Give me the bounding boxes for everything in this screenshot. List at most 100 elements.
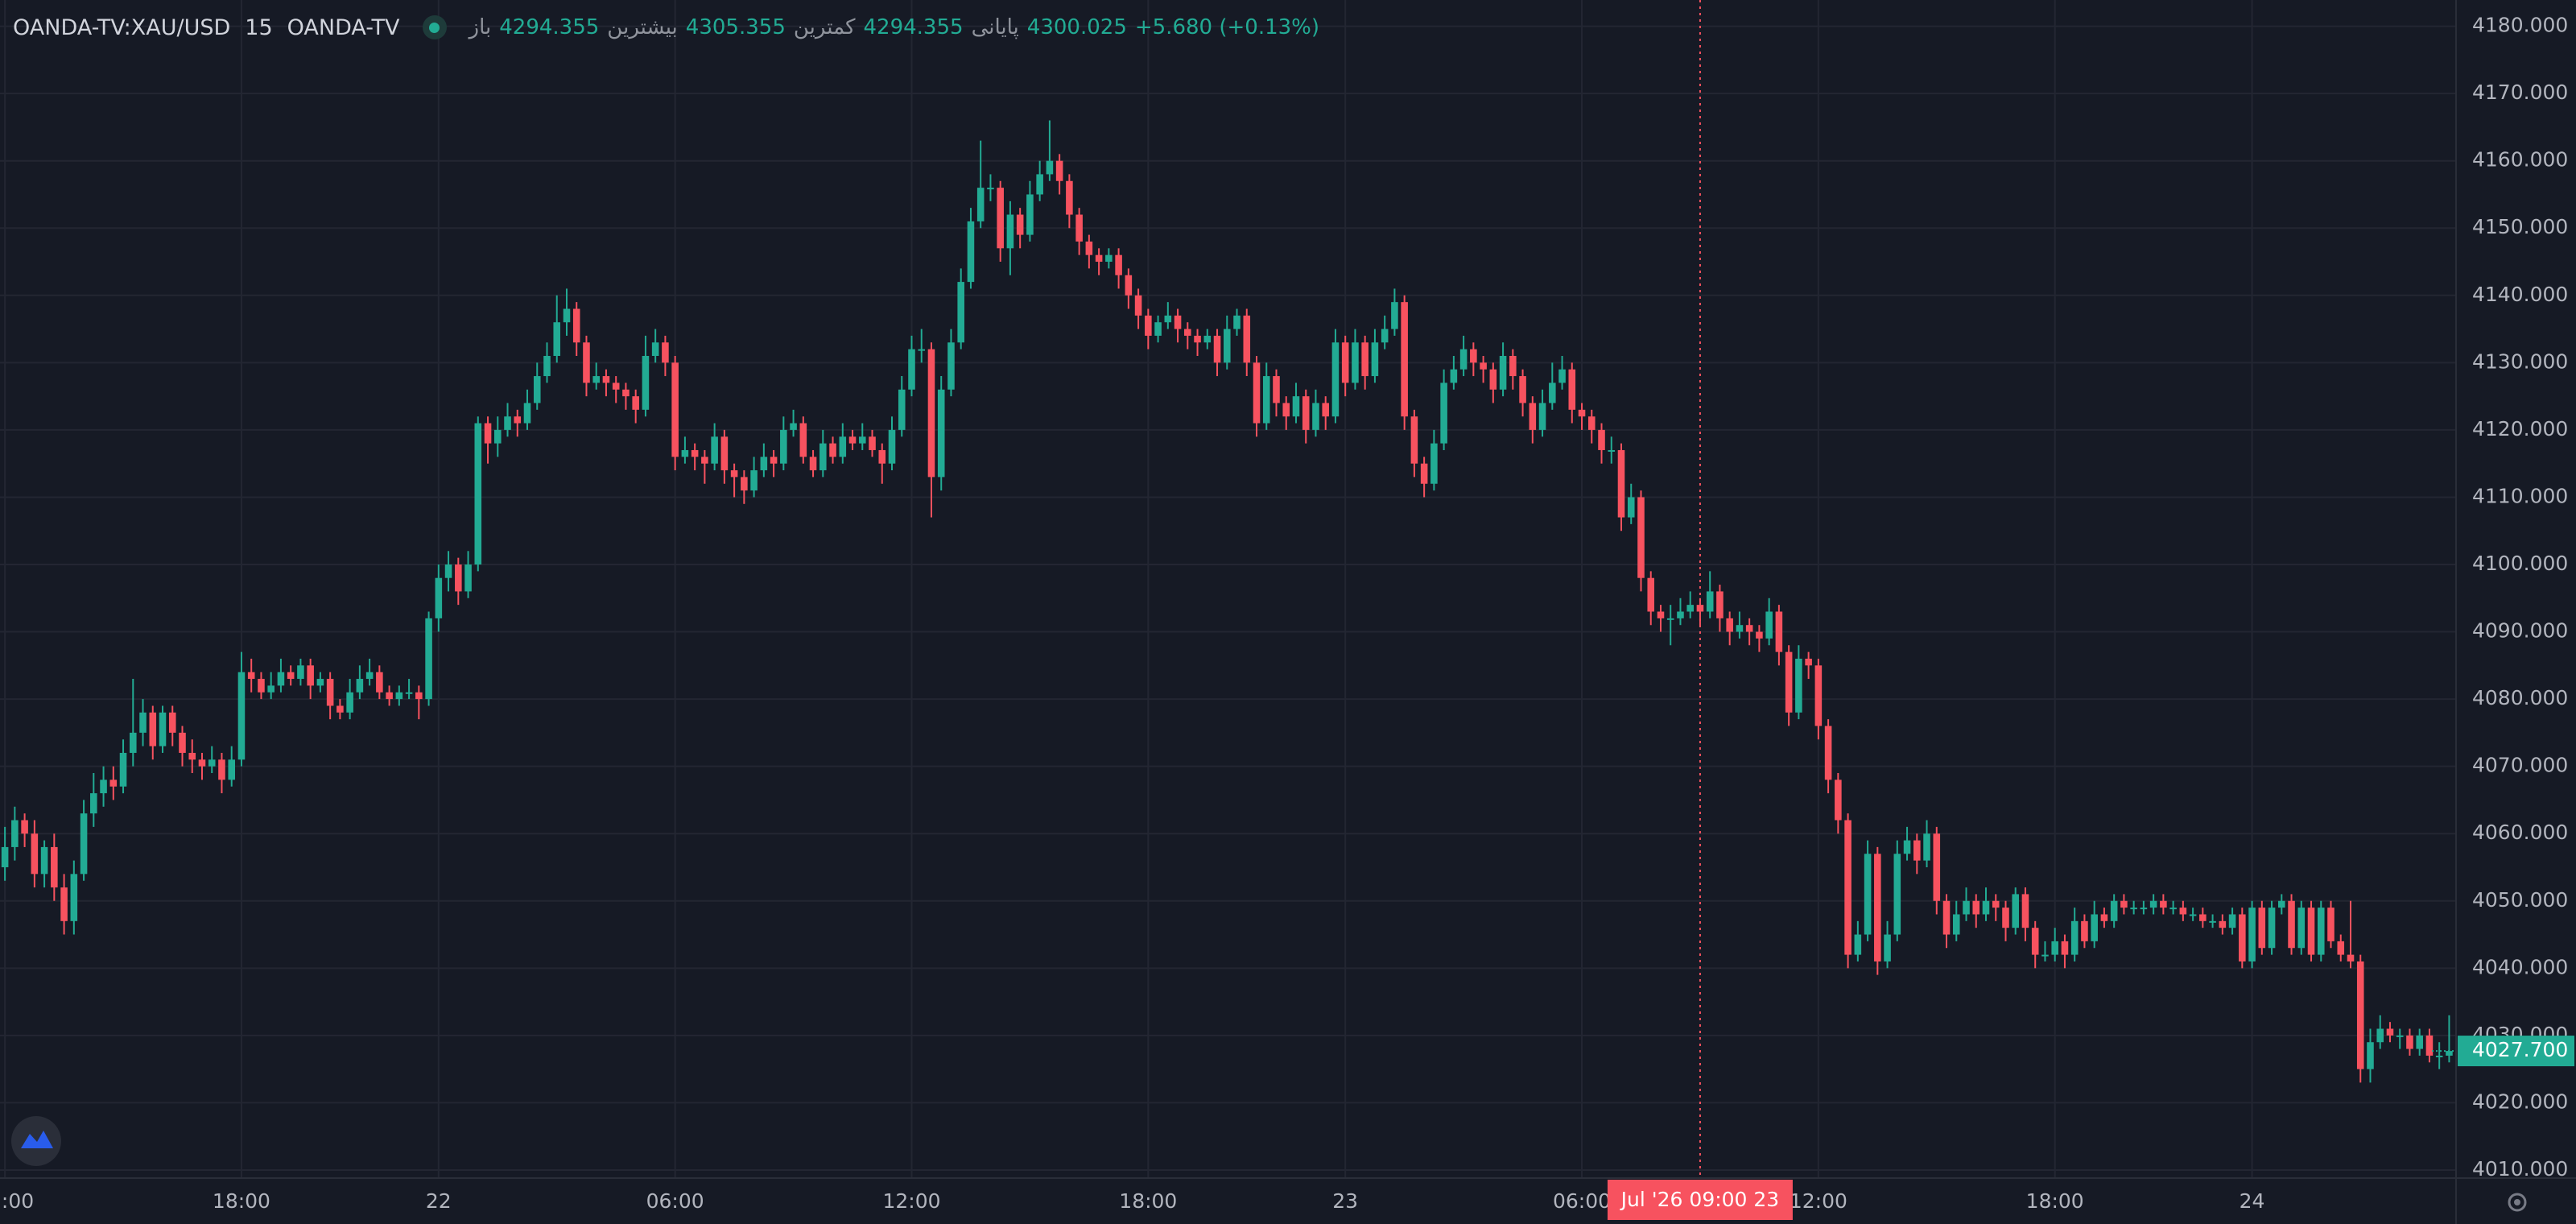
candle-body bbox=[11, 820, 19, 847]
candle-body bbox=[1184, 329, 1191, 336]
logo-mark[interactable] bbox=[21, 1131, 53, 1148]
candle-body bbox=[602, 376, 610, 383]
candle-body bbox=[2239, 914, 2246, 961]
candle-body bbox=[40, 846, 48, 875]
candle-body bbox=[1125, 275, 1133, 296]
candle-body bbox=[208, 759, 216, 767]
candle-body bbox=[1805, 658, 1812, 666]
candle-body bbox=[1617, 449, 1625, 518]
candle-body bbox=[346, 692, 353, 713]
y-tick-label: 4040.000 bbox=[2472, 955, 2568, 978]
candle-body bbox=[1243, 315, 1251, 363]
candle-body bbox=[179, 732, 186, 753]
candle-body bbox=[267, 685, 275, 693]
settings-gear[interactable] bbox=[2508, 1193, 2527, 1212]
candle-body bbox=[2209, 920, 2216, 923]
candle-body bbox=[1055, 160, 1063, 181]
settings-icon[interactable] bbox=[2508, 1193, 2527, 1212]
symbol[interactable]: OANDA-TV:XAU/USD bbox=[13, 14, 231, 40]
candle-body bbox=[198, 759, 206, 767]
candle-body bbox=[1578, 409, 1586, 417]
candle-body bbox=[1361, 342, 1368, 377]
candle-body bbox=[1233, 315, 1241, 329]
candle-body bbox=[2288, 900, 2295, 949]
candle-body bbox=[1302, 396, 1310, 430]
candle-body bbox=[770, 457, 778, 464]
candle-body bbox=[918, 349, 926, 351]
candle-body bbox=[1450, 369, 1458, 383]
candle-body bbox=[927, 349, 935, 478]
candle-body bbox=[2268, 908, 2276, 949]
candle-body bbox=[1756, 631, 1763, 639]
candle-body bbox=[474, 423, 482, 565]
candle-body bbox=[1371, 342, 1379, 377]
candle-body bbox=[1745, 625, 1753, 632]
candle-body bbox=[1884, 934, 1891, 961]
candle-body bbox=[228, 759, 235, 780]
candle-body bbox=[237, 672, 246, 760]
ohlc-label: کمترین bbox=[793, 15, 856, 39]
candle-body bbox=[287, 672, 295, 680]
candle-body bbox=[2051, 941, 2058, 955]
candle-body bbox=[741, 477, 748, 491]
y-tick-label: 4150.000 bbox=[2472, 215, 2568, 238]
y-tick-label: 4170.000 bbox=[2472, 81, 2568, 104]
candle-body bbox=[1401, 302, 1408, 417]
candle-body bbox=[701, 457, 708, 464]
settings-hub[interactable] bbox=[2514, 1199, 2520, 1205]
candle-body bbox=[2446, 1051, 2453, 1056]
x-tick-label: 18:00 bbox=[1119, 1189, 1177, 1213]
candle-body bbox=[2149, 900, 2157, 908]
candle-body bbox=[888, 429, 896, 464]
candle-body bbox=[2337, 941, 2345, 955]
y-tick-label: 4050.000 bbox=[2472, 888, 2568, 912]
candle-body bbox=[2248, 908, 2256, 961]
candle-body bbox=[1420, 463, 1428, 484]
candle-body bbox=[425, 618, 432, 700]
candle-body bbox=[2396, 1035, 2404, 1037]
x-tick-label: 24 bbox=[2240, 1189, 2265, 1213]
candle-body bbox=[2081, 920, 2088, 941]
candle-body bbox=[1331, 342, 1340, 417]
y-tick-label: 4100.000 bbox=[2472, 552, 2568, 575]
candle-body bbox=[651, 342, 659, 356]
candle-body bbox=[1322, 403, 1329, 417]
candle-body bbox=[947, 342, 955, 390]
candle-body bbox=[100, 779, 107, 794]
candle-body bbox=[2199, 914, 2207, 921]
logo[interactable] bbox=[11, 1116, 61, 1166]
candle-body bbox=[1223, 329, 1231, 363]
candle-body bbox=[326, 679, 334, 706]
candle-body bbox=[2091, 914, 2098, 941]
candle-body bbox=[2435, 1055, 2443, 1057]
interval[interactable]: 15 bbox=[245, 14, 273, 40]
candle-body bbox=[1470, 349, 1477, 363]
candle-body bbox=[622, 389, 630, 397]
y-tick-label: 4070.000 bbox=[2472, 754, 2568, 777]
overlay-layer: Jul '26 09:00 23 4027.700 bbox=[1607, 0, 2574, 1220]
candle-body bbox=[2347, 954, 2355, 961]
candle-body bbox=[336, 705, 344, 713]
candle-body bbox=[1075, 214, 1083, 242]
candle-body bbox=[1854, 934, 1862, 955]
candle-body bbox=[2416, 1035, 2423, 1049]
status-dot bbox=[422, 15, 447, 39]
candle-body bbox=[691, 449, 699, 457]
candle-body bbox=[819, 443, 827, 471]
candle-body bbox=[563, 308, 571, 323]
last-price-box bbox=[2458, 1036, 2574, 1067]
candle-body bbox=[395, 692, 403, 700]
candle-body bbox=[583, 342, 590, 383]
candle-body bbox=[780, 429, 787, 464]
candle-body bbox=[523, 403, 531, 424]
candle-body bbox=[70, 874, 78, 921]
candle-body bbox=[533, 376, 541, 403]
candle-body bbox=[1036, 174, 1043, 195]
candle-body bbox=[247, 672, 255, 680]
candle-body bbox=[80, 813, 88, 875]
candle-body bbox=[790, 423, 797, 430]
candle-body bbox=[307, 665, 314, 686]
candle-body bbox=[976, 188, 985, 221]
x-tick-label: 06:00 bbox=[1553, 1189, 1611, 1213]
